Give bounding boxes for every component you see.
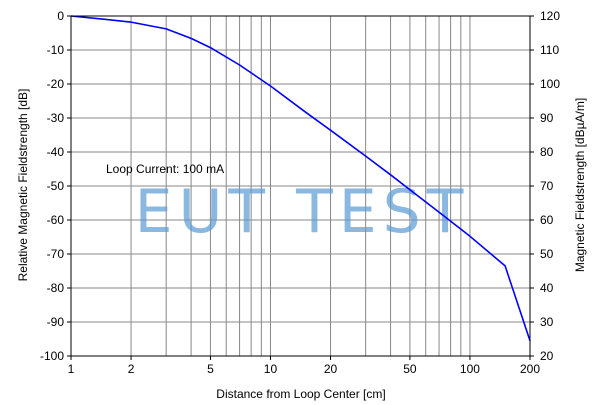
y-axis-title-right: Magnetic Fieldstrength [dBµA/m] [573, 98, 587, 272]
watermark-layer: EUT TEST [135, 177, 470, 247]
y-tick-label-left: -50 [47, 179, 65, 193]
y-tick-label-left: -20 [47, 77, 65, 91]
x-tick-label: 20 [324, 362, 338, 376]
y-tick-label-left: -70 [47, 247, 65, 261]
y-axis-title-left: Relative Magnetic Fieldstrength [dB] [16, 89, 30, 282]
y-tick-label-right: 30 [540, 315, 554, 329]
x-tick-label: 100 [460, 362, 480, 376]
loop-current-annotation: Loop Current: 100 mA [106, 162, 224, 176]
y-tick-label-left: -40 [47, 145, 65, 159]
y-tick-label-right: 110 [540, 43, 559, 57]
y-tick-label-right: 90 [540, 111, 554, 125]
x-tick-label: 2 [128, 362, 135, 376]
y-tick-label-left: -30 [47, 111, 65, 125]
x-tick-label: 50 [403, 362, 417, 376]
watermark-text: EUT TEST [135, 177, 470, 247]
tick-layer: 1 2 5 10 20 50 100 200 0 -10 -20 -30 -40 -50 -60 -70 -80… [40, 9, 560, 376]
y-tick-label-right: 70 [540, 179, 554, 193]
x-tick-label: 1 [68, 362, 75, 376]
series-line [70, 15, 531, 341]
x-axis-title: Distance from Loop Center [cm] [216, 387, 385, 401]
x-tick-label: 10 [264, 362, 278, 376]
y-tick-label-right: 80 [540, 145, 554, 159]
y-tick-label-left: -100 [40, 349, 64, 363]
y-tick-label-left: -60 [47, 213, 65, 227]
y-tick-label-right: 40 [540, 281, 554, 295]
x-tick-label: 200 [520, 362, 540, 376]
y-tick-label-right: 100 [540, 77, 560, 91]
y-tick-label-right: 20 [540, 349, 554, 363]
series-layer [70, 15, 531, 341]
y-tick-label-right: 60 [540, 213, 554, 227]
y-tick-label-left: -10 [47, 43, 65, 57]
y-tick-label-left: -90 [47, 315, 65, 329]
y-tick-label-right: 120 [540, 9, 560, 23]
y-tick-label-left: -80 [47, 281, 65, 295]
y-tick-label-right: 50 [540, 247, 554, 261]
x-tick-label: 5 [207, 362, 214, 376]
y-tick-label-left: 0 [57, 9, 64, 23]
